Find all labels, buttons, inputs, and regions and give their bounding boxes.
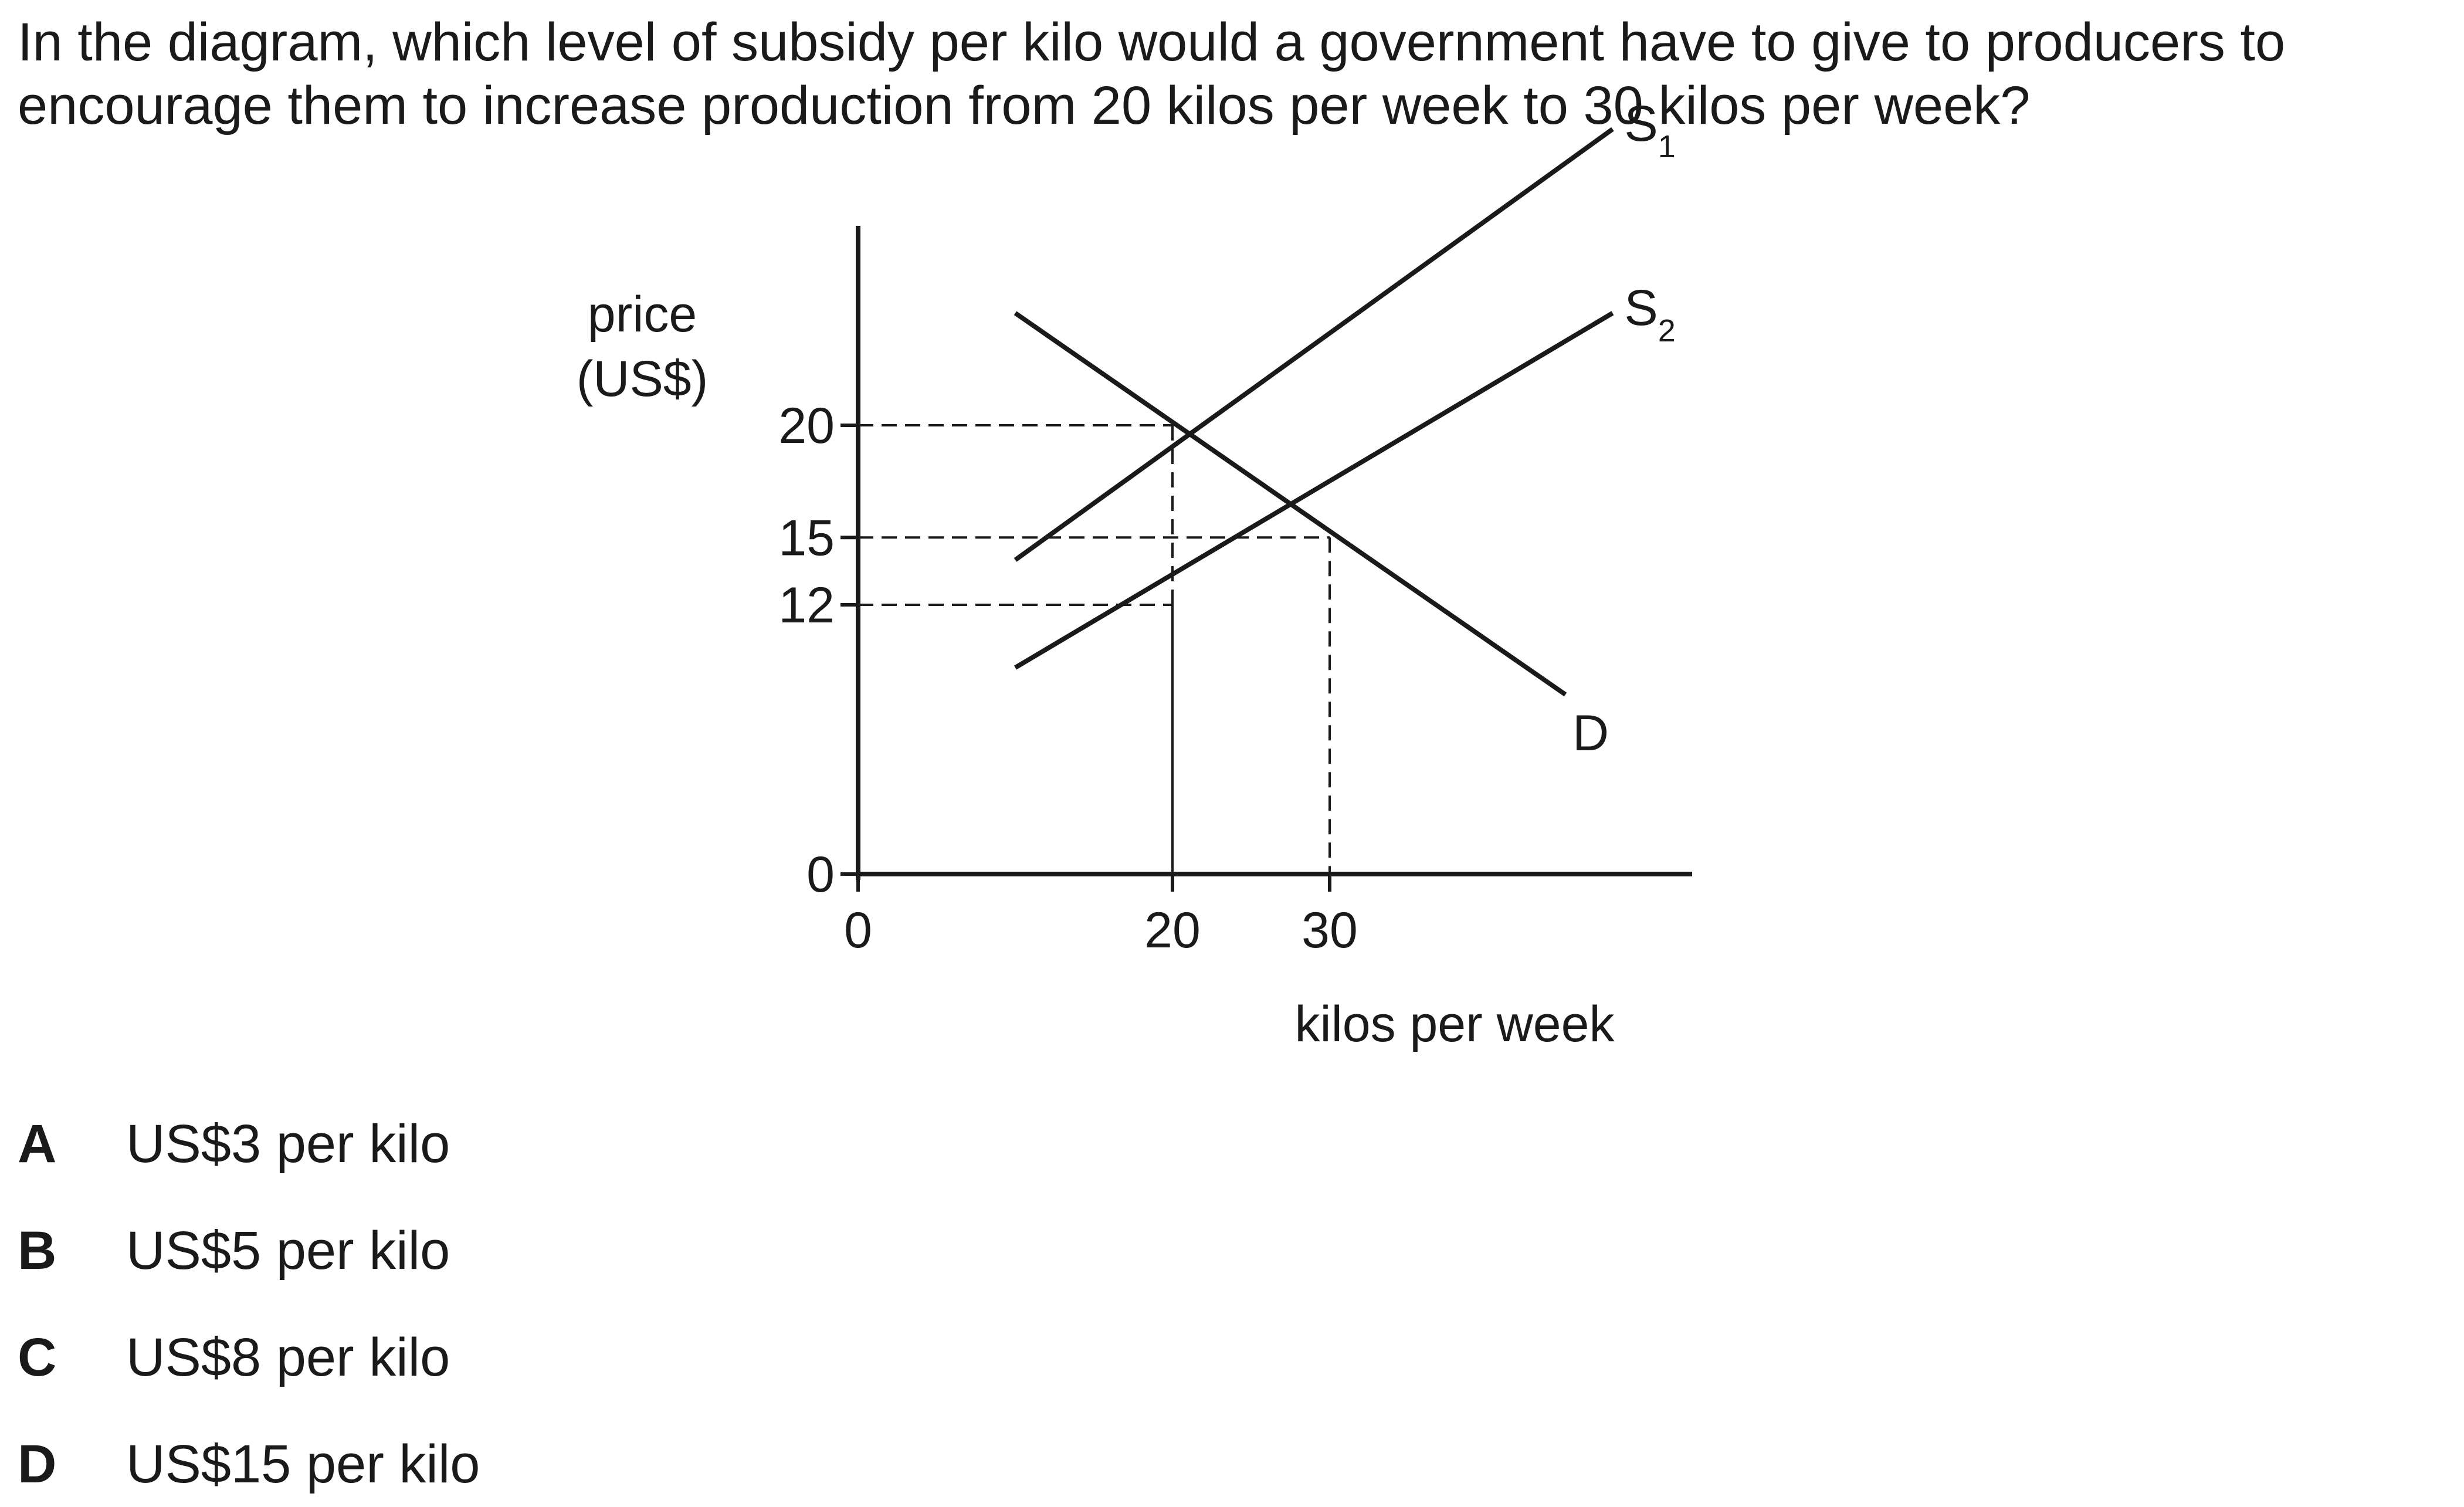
option-letter: A — [18, 1114, 57, 1174]
series-line-s2 — [1014, 311, 1614, 670]
series-label-subscript: 2 — [1658, 313, 1676, 348]
series-line-s1 — [1014, 127, 1614, 562]
y-axis-label-line-2: (US$) — [577, 351, 709, 407]
y-tick-label: 0 — [806, 846, 835, 903]
series-line-d — [1014, 311, 1567, 697]
question-text: In the diagram, which level of subsidy p… — [18, 11, 2422, 137]
x-tick-label: 0 — [844, 902, 872, 959]
x-tick-label: 30 — [1302, 902, 1358, 959]
y-tick-label: 12 — [778, 577, 835, 634]
y-axis-label-line-1: price — [588, 286, 697, 343]
question-line-1: In the diagram, which level of subsidy p… — [18, 12, 2286, 72]
option-text: US$8 per kilo — [126, 1327, 450, 1387]
question-line-2: encourage them to increase production fr… — [18, 76, 2031, 136]
option-letter: B — [18, 1221, 57, 1281]
y-tick-label: 20 — [778, 398, 835, 454]
series-label-s1: S1 — [1624, 96, 1675, 164]
option-text: US$5 per kilo — [126, 1221, 450, 1281]
option-text: US$3 per kilo — [126, 1114, 450, 1174]
option-letter: D — [18, 1434, 57, 1494]
x-tick-label: 20 — [1144, 902, 1201, 959]
option-letter: C — [18, 1327, 57, 1387]
series-label-s2: S2 — [1624, 280, 1675, 348]
x-axis-label: kilos per week — [1295, 996, 1615, 1052]
series-label-subscript: 1 — [1658, 129, 1676, 164]
y-tick-label: 15 — [778, 510, 835, 566]
series-label-d: D — [1572, 705, 1609, 761]
option-text: US$15 per kilo — [126, 1434, 480, 1494]
